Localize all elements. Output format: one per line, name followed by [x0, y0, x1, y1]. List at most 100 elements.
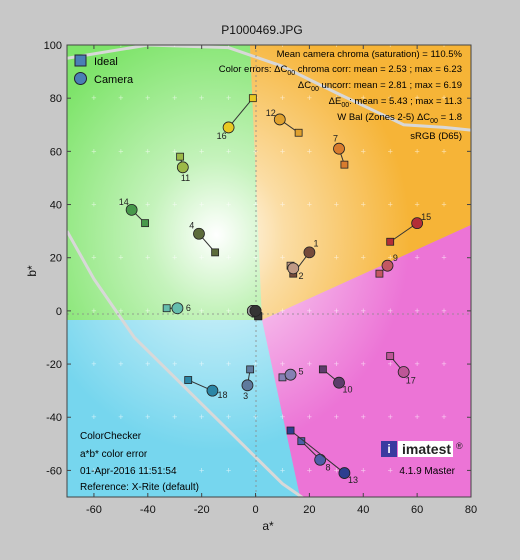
legend-camera-label: Camera [94, 74, 134, 86]
grid-mark: + [91, 359, 96, 369]
grid-mark: + [172, 465, 177, 475]
grid-mark: + [334, 93, 339, 103]
grid-mark: + [441, 200, 446, 210]
grid-mark: + [118, 146, 123, 156]
patch-label: 1 [314, 239, 319, 249]
note-timestamp: 01-Apr-2016 11:51:54 [80, 466, 177, 477]
patch-camera-circle [333, 142, 345, 155]
grid-mark: + [145, 359, 150, 369]
patch-camera-circle [333, 376, 345, 389]
x-tick-label: -40 [140, 504, 156, 516]
grid-mark: + [388, 40, 393, 50]
x-tick-label: 40 [357, 504, 369, 516]
grid-mark: + [280, 359, 285, 369]
patch-camera-circle [284, 368, 297, 381]
grid-mark: + [388, 146, 393, 156]
stat-chroma: Mean camera chroma (saturation) = 110.5% [277, 49, 463, 60]
grid-mark: + [361, 359, 366, 369]
patch-label: 9 [393, 253, 398, 263]
patch-camera-circle [241, 379, 254, 392]
grid-mark: + [199, 359, 204, 369]
stat-errors-chroma-corr-values: chroma corr: mean = 2.53 ; max = 6.23 [295, 64, 462, 75]
grid-mark: + [91, 253, 96, 263]
stat-delta-e: ΔE00: mean = 5.43 ; max = 11.3 [329, 96, 462, 109]
grid-mark: + [388, 412, 393, 422]
grid-mark: + [334, 306, 339, 316]
grid-mark: + [441, 253, 446, 263]
grid-mark: + [415, 200, 420, 210]
grid-mark: + [118, 412, 123, 422]
grid-mark: + [441, 359, 446, 369]
patch-label: 2 [299, 271, 304, 281]
grid-mark: + [145, 200, 150, 210]
patch-label: 14 [119, 197, 129, 207]
y-tick-label: -40 [46, 412, 62, 424]
grid-mark: + [172, 40, 177, 50]
y-tick-label: -60 [46, 465, 62, 477]
grid-mark: + [199, 146, 204, 156]
patch-ideal-square [248, 94, 257, 103]
imatest-logo: i imatest ® [381, 441, 463, 457]
grid-mark: + [253, 200, 258, 210]
legend-ideal-label: Ideal [94, 56, 118, 68]
patch-camera-circle [206, 384, 219, 397]
grid-mark: + [361, 465, 366, 475]
patch-ideal-square [162, 304, 171, 313]
patch-camera-circle [397, 366, 410, 378]
grid-mark: + [334, 253, 339, 263]
patch-label: 15 [421, 212, 431, 222]
patch-label: 18 [218, 390, 228, 400]
patch-camera-circle [314, 453, 327, 466]
grid-mark: + [118, 40, 123, 50]
grid-mark: + [441, 465, 446, 475]
imatest-version: 4.1.9 Master [399, 466, 455, 477]
grid-mark: + [172, 93, 177, 103]
y-tick-label: 100 [44, 40, 62, 52]
stat-wbal-prefix: W Bal (Zones 2-5) ΔC [337, 112, 430, 123]
grid-mark: + [199, 465, 204, 475]
grid-mark: + [280, 253, 285, 263]
patch-label: 11 [181, 173, 190, 183]
imatest-logo-text: imatest [402, 441, 451, 457]
patch-connector [228, 97, 254, 128]
grid-mark: + [226, 412, 231, 422]
legend-ideal-marker [74, 54, 87, 67]
grid-mark: + [226, 306, 231, 316]
grid-mark: + [91, 465, 96, 475]
patch-camera-circle [273, 113, 286, 126]
grid-mark: + [468, 40, 473, 50]
grid-mark: + [361, 412, 366, 422]
grid-mark: + [307, 359, 312, 369]
patch-camera-circle [171, 302, 184, 315]
grid-mark: + [118, 359, 123, 369]
grid-mark: + [199, 306, 204, 316]
grid-mark: + [91, 146, 96, 156]
note-chart-name: ColorChecker [80, 431, 142, 442]
patch-ideal-square [340, 160, 349, 169]
grid-mark: + [280, 146, 285, 156]
patch-label: 5 [298, 366, 303, 376]
grid-mark: + [145, 146, 150, 156]
grid-mark: + [199, 93, 204, 103]
notes-block: ColorChecker a*b* color error 01-Apr-201… [80, 431, 199, 493]
stat-uncorr-prefix: ΔC [298, 80, 311, 91]
imatest-logo-mark [381, 441, 397, 457]
grid-mark: + [307, 146, 312, 156]
patch-ideal-square [211, 248, 220, 257]
patch-ideal-square [141, 219, 150, 228]
grid-mark: + [226, 253, 231, 263]
grid-mark: + [280, 465, 285, 475]
grid-mark: + [280, 412, 285, 422]
patch-camera-circle [411, 217, 424, 230]
grid-mark: + [253, 465, 258, 475]
grid-mark: + [361, 93, 366, 103]
stat-uncorr-values: uncorr: mean = 2.81 ; max = 6.19 [319, 80, 462, 91]
patch-ideal-square [246, 365, 255, 374]
patch-ideal-square [286, 426, 295, 435]
stat-errors-chroma-corr: Color errors: ΔC00 chroma corr: mean = 2… [219, 64, 462, 77]
grid-mark: + [253, 253, 258, 263]
x-tick-label: -60 [86, 504, 102, 516]
